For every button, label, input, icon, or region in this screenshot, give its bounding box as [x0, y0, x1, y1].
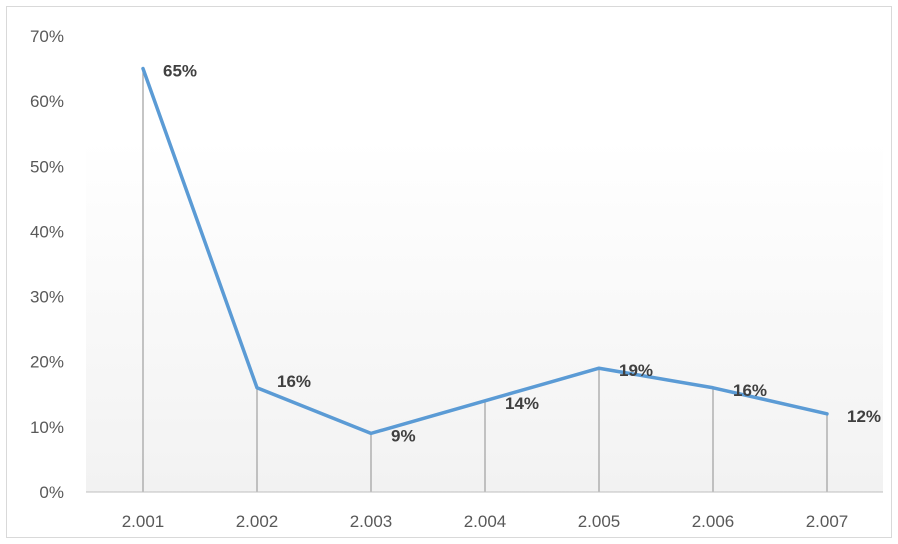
- drop-lines: [142, 68, 828, 492]
- y-tick-label: 40%: [30, 222, 64, 241]
- x-tick-label: 2.007: [806, 512, 849, 531]
- y-axis: 0% 10% 20% 30% 40% 50% 60% 70%: [30, 27, 64, 502]
- data-label: 16%: [277, 372, 311, 391]
- x-tick-label: 2.003: [350, 512, 393, 531]
- series-line: [141, 66, 829, 436]
- y-tick-label: 20%: [30, 353, 64, 372]
- x-tick-label: 2.001: [122, 512, 165, 531]
- y-tick-label: 30%: [30, 288, 64, 307]
- x-tick-label: 2.006: [692, 512, 735, 531]
- y-tick-label: 50%: [30, 157, 64, 176]
- data-labels: 65% 16% 9% 14% 19% 16% 12%: [163, 62, 881, 446]
- x-tick-label: 2.002: [236, 512, 279, 531]
- y-tick-label: 70%: [30, 27, 64, 46]
- data-label: 9%: [391, 426, 416, 445]
- x-axis: 2.001 2.002 2.003 2.004 2.005 2.006 2.007: [122, 512, 849, 531]
- data-label: 12%: [847, 407, 881, 426]
- data-label: 19%: [619, 361, 653, 380]
- data-label: 14%: [505, 394, 539, 413]
- y-tick-label: 0%: [39, 483, 64, 502]
- x-tick-label: 2.005: [578, 512, 621, 531]
- data-label: 16%: [733, 381, 767, 400]
- data-label: 65%: [163, 62, 197, 81]
- y-tick-label: 10%: [30, 418, 64, 437]
- x-tick-label: 2.004: [464, 512, 507, 531]
- y-tick-label: 60%: [30, 92, 64, 111]
